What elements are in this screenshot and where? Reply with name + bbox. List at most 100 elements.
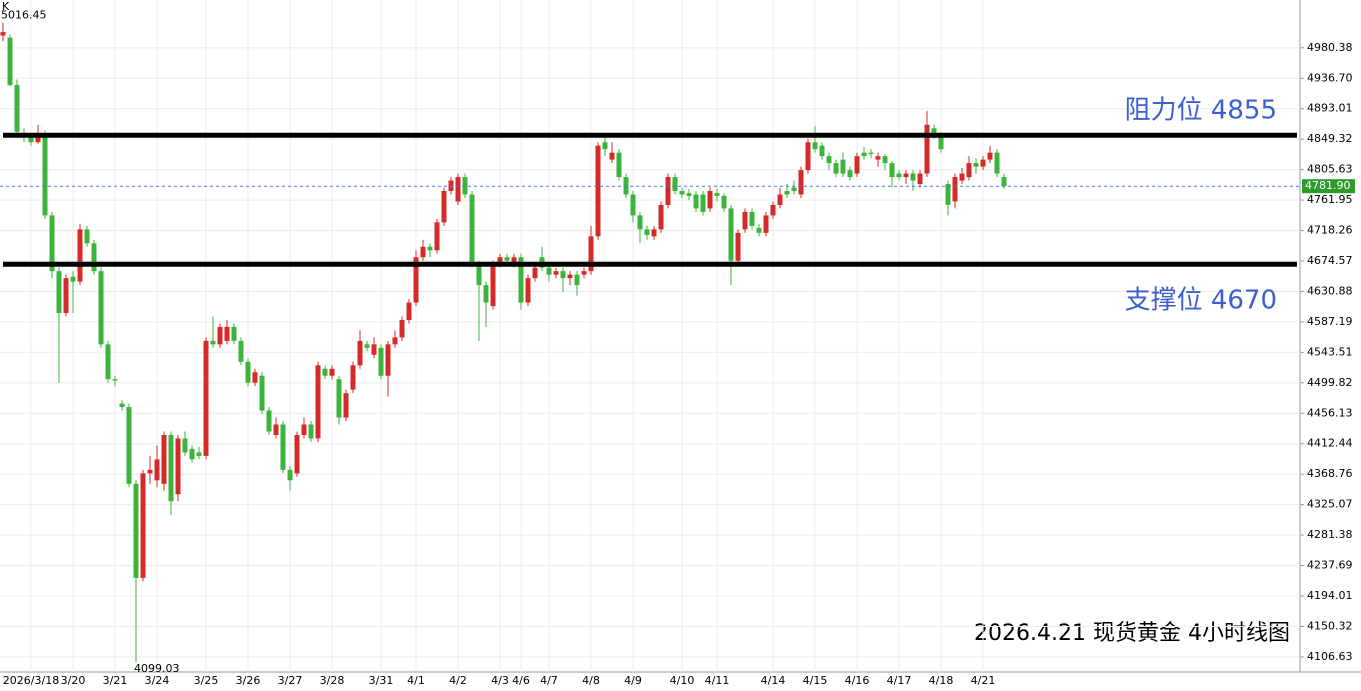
candle-body <box>105 344 111 380</box>
candle-body <box>280 424 286 470</box>
candle-body <box>140 473 146 578</box>
candle-body <box>504 257 510 261</box>
candle-body <box>791 187 797 192</box>
y-tick-label: 4849.32 <box>1307 132 1353 145</box>
x-tick-label: 4/7 <box>540 674 558 687</box>
candle-body <box>91 243 97 272</box>
y-tick-label: 4499.82 <box>1307 376 1353 389</box>
last-price-label: 4781.90 <box>1305 179 1351 192</box>
y-tick-label: 4893.01 <box>1307 102 1353 115</box>
candle-body <box>189 448 195 460</box>
x-tick-label: 3/21 <box>103 674 128 687</box>
candle-body <box>861 152 867 157</box>
x-tick-label: 4/1 <box>407 674 425 687</box>
y-tick-label: 4674.57 <box>1307 254 1353 267</box>
candle-body <box>511 257 517 265</box>
candle-body <box>378 347 384 376</box>
candle-body <box>875 156 881 160</box>
candle-body <box>287 469 293 481</box>
candle-body <box>994 152 1000 174</box>
x-tick-label: 4/17 <box>887 674 912 687</box>
candle-body <box>210 340 216 345</box>
y-tick-label: 4412.44 <box>1307 437 1353 450</box>
candle-body <box>847 170 853 178</box>
candle-body <box>413 257 419 303</box>
candle-body <box>707 191 713 209</box>
x-tick-label: 4/3 <box>491 674 509 687</box>
candle-body <box>924 124 930 174</box>
y-tick-label: 4281.38 <box>1307 528 1353 541</box>
candle-body <box>49 215 55 272</box>
candle-body <box>980 159 986 167</box>
candle-body <box>854 156 860 174</box>
candle-body <box>672 177 678 192</box>
candle-body <box>756 227 762 233</box>
candle-body <box>651 229 657 237</box>
candle-body <box>196 452 202 456</box>
candle-body <box>896 173 902 178</box>
candle-body <box>329 368 335 376</box>
y-tick-label: 4543.51 <box>1307 345 1353 358</box>
candle-body <box>728 208 734 261</box>
candle-body <box>574 274 580 286</box>
candle-body <box>224 326 230 341</box>
candle-body <box>7 37 13 86</box>
candle-body <box>406 302 412 320</box>
x-tick-label: 4/16 <box>845 674 870 687</box>
candle-body <box>343 393 349 418</box>
candle-body <box>266 410 272 432</box>
candle-body <box>315 365 321 439</box>
candle-body <box>203 340 209 456</box>
candle-body <box>259 375 265 411</box>
candle-body <box>294 434 300 474</box>
x-tick-label: 3/20 <box>61 674 86 687</box>
candle-body <box>469 194 475 265</box>
reference-label: 阻力位 4855 <box>1125 96 1277 126</box>
candle-body <box>1001 177 1007 187</box>
candle-body <box>63 278 69 313</box>
candle-body <box>840 159 846 174</box>
candle-body <box>350 365 356 390</box>
candle-body <box>497 257 503 265</box>
candle-body <box>588 236 594 272</box>
candle-body <box>133 483 139 578</box>
candle-body <box>476 264 482 286</box>
candle-body <box>238 340 244 362</box>
candle-body <box>42 133 48 216</box>
candle-body <box>420 246 426 258</box>
candle-body <box>441 191 447 223</box>
candle-body <box>931 128 937 136</box>
candle-body <box>119 403 125 408</box>
x-tick-label: 4/6 <box>512 674 530 687</box>
high-label: 5016.45 <box>1 9 47 22</box>
candle-body <box>14 85 20 132</box>
y-tick-label: 4368.76 <box>1307 467 1353 480</box>
candle-body <box>826 156 832 164</box>
candle-body <box>665 177 671 205</box>
reference-label: 支撑位 4670 <box>1125 286 1277 316</box>
y-tick-label: 4194.01 <box>1307 589 1353 602</box>
candle-body <box>385 344 391 376</box>
candle-body <box>917 173 923 185</box>
y-tick-label: 4150.32 <box>1307 619 1353 632</box>
candle-body <box>483 285 489 303</box>
x-tick-label: 3/25 <box>194 674 219 687</box>
candle-body <box>357 340 363 366</box>
candle-body <box>889 163 895 178</box>
x-tick-label: 4/10 <box>670 674 695 687</box>
candle-body <box>812 142 818 150</box>
candle-body <box>273 424 279 435</box>
x-tick-label: 2026/3/18 <box>3 674 59 687</box>
candle-body <box>567 274 573 279</box>
candle-body <box>455 177 461 202</box>
candle-body <box>182 438 188 453</box>
candle-body <box>742 211 748 230</box>
candle-body <box>364 344 370 348</box>
candle-body <box>84 229 90 244</box>
candle-body <box>168 434 174 502</box>
candle-body <box>959 173 965 181</box>
candle-body <box>763 215 769 233</box>
candle-body <box>175 438 181 495</box>
candle-body <box>308 424 314 439</box>
